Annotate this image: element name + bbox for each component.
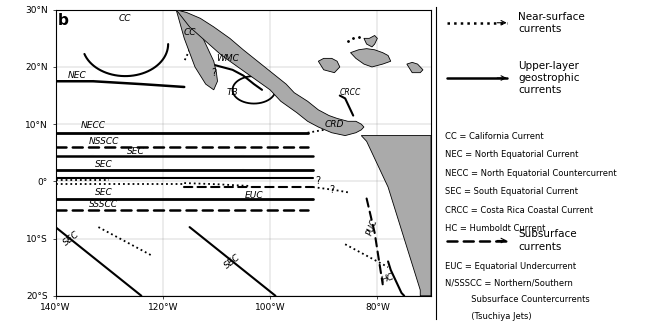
- Text: CRCC = Costa Rica Coastal Current: CRCC = Costa Rica Coastal Current: [445, 206, 594, 215]
- Text: TB: TB: [227, 88, 238, 97]
- Polygon shape: [364, 35, 377, 47]
- Polygon shape: [407, 62, 423, 73]
- Text: SEC: SEC: [95, 188, 113, 197]
- Text: SEC: SEC: [127, 147, 145, 156]
- Text: HC = Humboldt Current: HC = Humboldt Current: [445, 224, 546, 233]
- Text: CRD: CRD: [325, 120, 344, 129]
- Text: ?: ?: [329, 185, 334, 195]
- Text: CC: CC: [183, 28, 196, 37]
- Text: ?: ?: [211, 68, 216, 78]
- Text: Subsurface Countercurrents: Subsurface Countercurrents: [445, 295, 590, 305]
- Text: EUC = Equatorial Undercurrent: EUC = Equatorial Undercurrent: [445, 262, 577, 271]
- Polygon shape: [319, 58, 340, 73]
- Text: WMC: WMC: [215, 54, 238, 63]
- Polygon shape: [361, 136, 431, 296]
- Text: Near-surface
currents: Near-surface currents: [518, 12, 585, 34]
- Text: N/SSSCC = Northern/Southern: N/SSSCC = Northern/Southern: [445, 279, 573, 288]
- Text: NEC: NEC: [68, 71, 86, 80]
- Text: b: b: [58, 13, 69, 28]
- Text: Subsurface
currents: Subsurface currents: [518, 229, 577, 252]
- Text: SEC = South Equatorial Current: SEC = South Equatorial Current: [445, 187, 579, 196]
- Text: SEC: SEC: [223, 253, 242, 270]
- Text: HC: HC: [381, 272, 396, 285]
- Text: PUC: PUC: [365, 217, 379, 237]
- Polygon shape: [445, 74, 455, 80]
- Text: ?: ?: [316, 176, 321, 186]
- Polygon shape: [351, 49, 390, 67]
- Text: (Tsuchiya Jets): (Tsuchiya Jets): [445, 312, 532, 321]
- Text: CC: CC: [119, 14, 131, 23]
- Text: CC = California Current: CC = California Current: [445, 132, 544, 141]
- Text: CRCC: CRCC: [340, 88, 361, 97]
- Text: NSSCC: NSSCC: [89, 137, 119, 146]
- Polygon shape: [176, 10, 217, 90]
- Text: SSSCC: SSSCC: [89, 200, 118, 209]
- Text: NECC: NECC: [80, 121, 106, 130]
- Text: SEC: SEC: [95, 160, 113, 169]
- Text: EUC: EUC: [245, 191, 263, 200]
- Text: Upper-layer
geostrophic
currents: Upper-layer geostrophic currents: [518, 60, 580, 96]
- Polygon shape: [176, 10, 364, 136]
- Text: SEC: SEC: [62, 229, 82, 248]
- Text: NECC = North Equatorial Countercurrent: NECC = North Equatorial Countercurrent: [445, 169, 617, 178]
- Text: NEC = North Equatorial Current: NEC = North Equatorial Current: [445, 150, 579, 159]
